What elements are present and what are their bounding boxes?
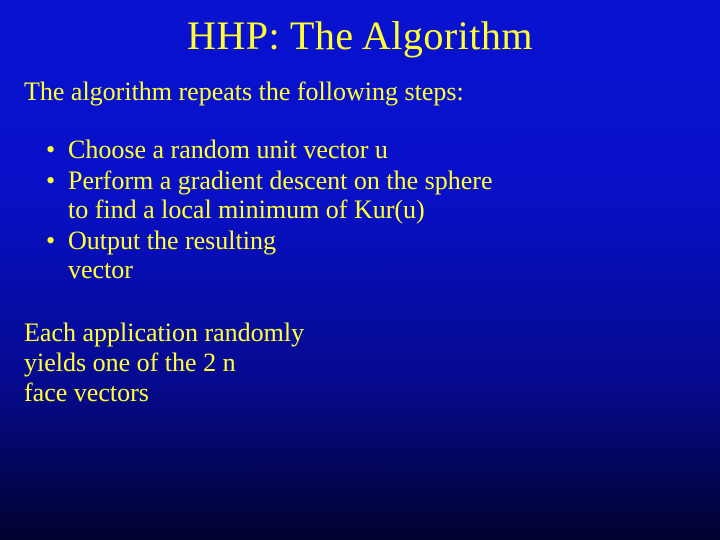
bullet-line1: Perform a gradient descent on the sphere bbox=[68, 166, 493, 195]
bullet-line1: Output the resulting bbox=[68, 226, 276, 255]
slide-title: HHP: The Algorithm bbox=[24, 12, 696, 59]
list-item: Choose a random unit vector u bbox=[46, 135, 696, 164]
closing-line3: face vectors bbox=[24, 378, 149, 407]
intro-text: The algorithm repeats the following step… bbox=[24, 77, 696, 107]
bullet-list: Choose a random unit vector u Perform a … bbox=[24, 135, 696, 285]
bullet-line1: Choose a random unit vector u bbox=[68, 135, 388, 164]
bullet-line2: to find a local minimum of Kur(u) bbox=[68, 195, 696, 224]
list-item: Perform a gradient descent on the sphere… bbox=[46, 166, 696, 224]
slide: HHP: The Algorithm The algorithm repeats… bbox=[0, 0, 720, 540]
closing-line2: yields one of the 2 n bbox=[24, 348, 236, 377]
bullet-line2: vector bbox=[68, 255, 696, 284]
closing-line1: Each application randomly bbox=[24, 318, 304, 347]
closing-text: Each application randomly yields one of … bbox=[24, 318, 696, 408]
list-item: Output the resulting vector bbox=[46, 226, 696, 284]
